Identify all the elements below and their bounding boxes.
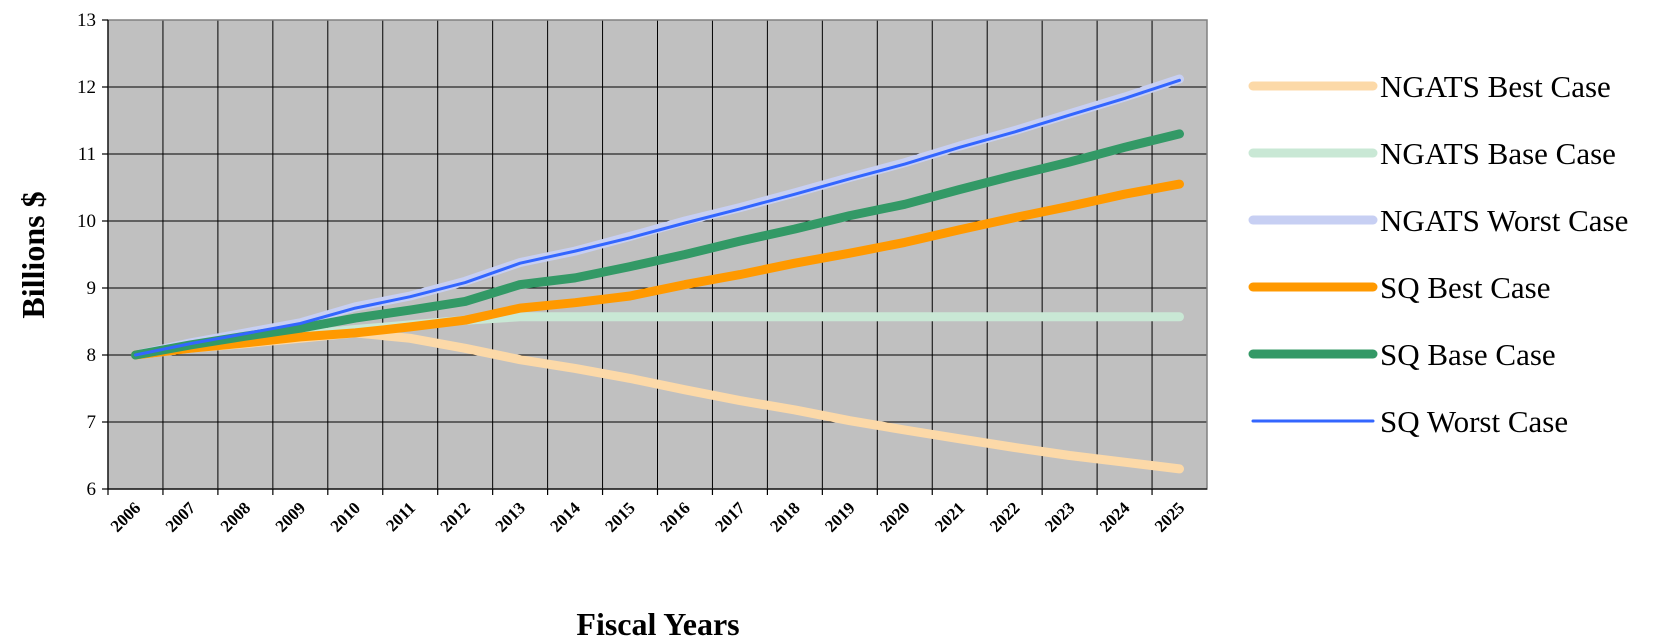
x-tick-label: 2012 (437, 498, 474, 535)
x-tick-label: 2017 (711, 498, 749, 536)
y-tick-label: 12 (77, 77, 96, 98)
gridlines (108, 19, 1207, 490)
legend: NGATS Best Case NGATS Base Case NGATS Wors… (1248, 69, 1628, 439)
y-ticks: 6 7 8 9 10 11 12 13 (77, 10, 108, 500)
x-tick-label: 2014 (546, 498, 584, 536)
y-tick-label: 7 (87, 412, 97, 433)
y-tick-label: 11 (78, 144, 96, 165)
legend-label: SQ Worst Case (1380, 404, 1568, 439)
x-tick-label: 2006 (107, 498, 144, 535)
y-tick-label: 6 (87, 479, 97, 500)
y-tick-label: 9 (87, 278, 97, 299)
series-line (131, 179, 1184, 360)
y-tick-label: 8 (87, 345, 97, 366)
legend-label: SQ Base Case (1380, 337, 1556, 372)
x-tick-label: 2011 (382, 498, 419, 535)
y-tick-label: 10 (77, 211, 96, 232)
x-tick-label: 2007 (162, 498, 200, 536)
legend-label: NGATS Best Case (1380, 69, 1611, 104)
series-line (131, 129, 1184, 360)
x-tick-label: 2015 (601, 498, 638, 535)
x-tick-label: 2008 (217, 498, 254, 535)
x-tick-label: 2023 (1041, 498, 1078, 535)
legend-label: NGATS Worst Case (1380, 203, 1628, 238)
x-tick-label: 2010 (327, 498, 364, 535)
y-axis-title: Billions $ (15, 191, 51, 318)
x-tick-label: 2018 (766, 498, 803, 535)
x-tick-label: 2025 (1151, 498, 1188, 535)
x-tick-label: 2024 (1096, 498, 1134, 536)
x-ticks: 2006 2007 2008 2009 2010 2011 2012 2013 2014 2015… (107, 489, 1188, 536)
x-tick-label: 2019 (821, 498, 858, 535)
x-tick-label: 2013 (491, 498, 528, 535)
series-layer (131, 74, 1184, 474)
legend-label: NGATS Base Case (1380, 136, 1616, 171)
x-axis-title: Fiscal Years (576, 606, 739, 640)
x-tick-label: 2016 (656, 498, 693, 535)
legend-label: SQ Best Case (1380, 270, 1551, 305)
x-tick-label: 2022 (986, 498, 1023, 535)
x-tick-label: 2009 (272, 498, 309, 535)
x-tick-label: 2021 (931, 498, 968, 535)
x-tick-label: 2020 (876, 498, 913, 535)
series-line (134, 78, 1181, 357)
y-tick-label: 13 (77, 10, 96, 31)
